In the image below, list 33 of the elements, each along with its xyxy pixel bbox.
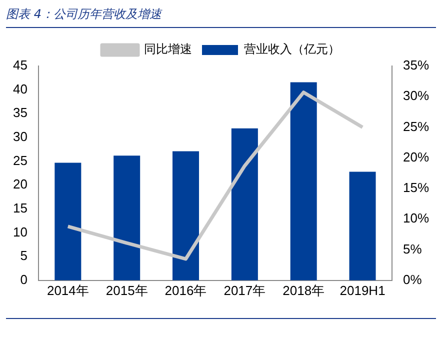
x-tick-label: 2014年	[46, 282, 89, 298]
bar	[172, 151, 200, 280]
y2-tick-label: 35%	[402, 58, 430, 73]
y-tick-label: 15	[12, 200, 28, 216]
y2-tick-label: 10%	[402, 210, 430, 226]
x-tick-label: 2016年	[164, 282, 207, 298]
chart-title: 图表 4：公司历年营收及增速	[6, 6, 436, 28]
bar	[114, 156, 140, 280]
bar	[54, 162, 82, 280]
y2-tick-label: 15%	[402, 180, 430, 196]
x-tick-label: 2018年	[282, 282, 325, 298]
y2-tick-label: 20%	[402, 149, 430, 164]
y-tick-label: 30	[12, 129, 28, 144]
y-tick-label: 20	[12, 176, 28, 192]
y-tick-label: 10	[12, 224, 28, 240]
y2-tick-label: 30%	[402, 88, 430, 104]
x-tick-label: 2017年	[224, 282, 266, 298]
y2-tick-label: 5%	[402, 241, 422, 256]
y-tick-label: 45	[12, 58, 28, 73]
legend-label: 营业收入（亿元）	[244, 42, 340, 56]
x-tick-label: 2019H1	[340, 282, 386, 298]
y-tick-label: 25	[12, 152, 28, 168]
y-tick-label: 40	[12, 81, 28, 96]
x-tick-label: 2015年	[106, 282, 148, 298]
legend-label: 同比增速	[144, 42, 192, 56]
y2-tick-label: 0%	[402, 272, 422, 287]
bar	[349, 172, 376, 280]
y-tick-label: 5	[20, 248, 28, 264]
y2-tick-label: 25%	[402, 118, 430, 134]
y-tick-label: 35	[12, 105, 28, 120]
bar	[290, 82, 317, 280]
bar	[231, 128, 258, 280]
y-tick-label: 0	[20, 272, 28, 287]
